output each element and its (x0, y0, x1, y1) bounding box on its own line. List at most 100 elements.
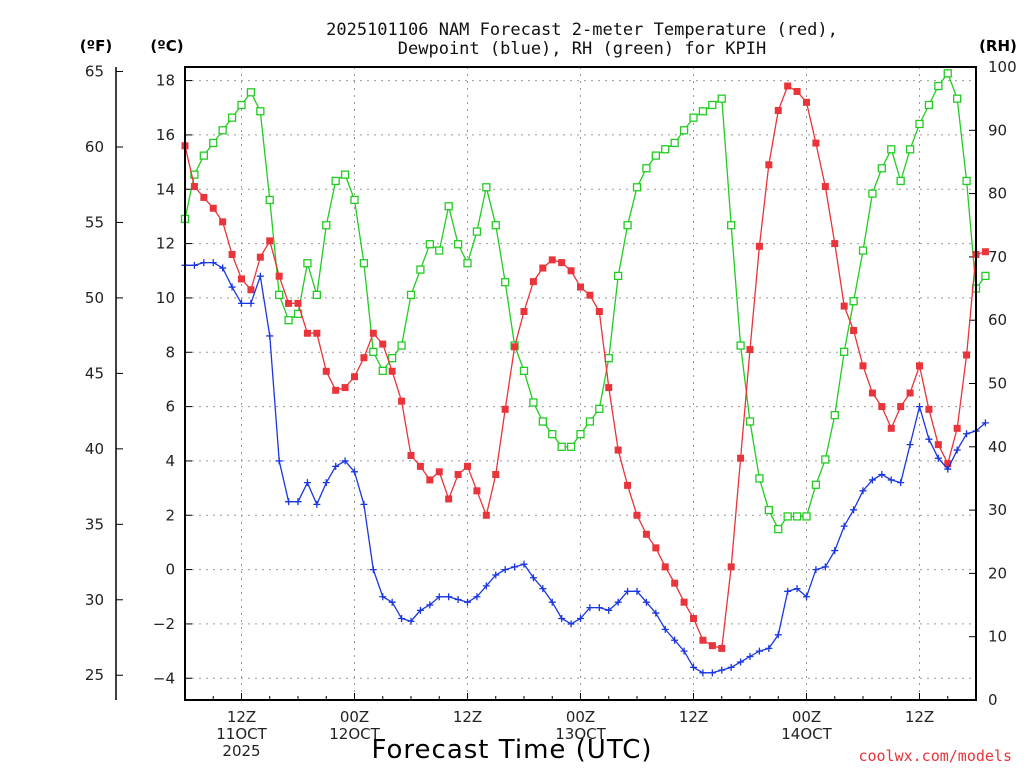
data-point (511, 563, 519, 571)
data-point (868, 389, 876, 397)
data-point (774, 106, 782, 114)
data-point (209, 259, 217, 267)
data-point (360, 354, 368, 362)
data-point (266, 332, 274, 340)
data-point (803, 98, 810, 106)
data-point (464, 598, 471, 606)
data-point (577, 614, 584, 622)
fahrenheit-tick-label: 50 (85, 289, 104, 307)
rh-tick-label: 80 (988, 185, 1007, 203)
data-point (351, 373, 358, 381)
data-point (435, 593, 443, 601)
data-point (331, 176, 340, 186)
chart-title-line2: Dewpoint (blue), RH (green) for KPIH (398, 39, 766, 59)
data-point (859, 487, 867, 495)
data-point (953, 94, 962, 103)
data-point (605, 606, 613, 614)
celsius-tick-label: 10 (156, 289, 175, 307)
rh-tick-label: 50 (988, 375, 1007, 393)
series-line (184, 71, 986, 531)
data-point (661, 145, 670, 154)
data-point (312, 290, 321, 300)
data-point (209, 204, 217, 212)
data-point (492, 571, 500, 579)
data-point (303, 329, 311, 337)
data-point (303, 479, 311, 487)
data-point (576, 429, 585, 439)
data-point (784, 587, 792, 595)
fahrenheit-tick-label: 25 (85, 666, 104, 684)
data-point (906, 389, 914, 397)
data-point (727, 663, 735, 671)
data-point (359, 259, 369, 268)
data-point (830, 410, 839, 420)
data-point (294, 498, 302, 506)
data-point (566, 442, 576, 451)
data-point (840, 347, 849, 357)
rh-unit-label: (RH) (979, 37, 1017, 55)
data-point (934, 81, 943, 91)
data-point (887, 476, 895, 484)
data-point (275, 272, 283, 280)
data-point (642, 164, 651, 173)
data-point (416, 265, 425, 274)
data-point (811, 480, 821, 489)
rh-axis: 0 10 20 30 40 50 60 70 80 90 100 (969, 58, 1017, 709)
data-point (463, 259, 472, 268)
fahrenheit-tick-label: 35 (85, 515, 104, 533)
data-point (821, 183, 829, 191)
celsius-tick-label: 16 (156, 126, 175, 144)
fahrenheit-tick-label: 30 (85, 591, 104, 609)
data-point (369, 329, 377, 337)
data-point (567, 267, 575, 275)
data-point (642, 598, 650, 606)
data-point (199, 151, 208, 160)
data-point (406, 290, 416, 300)
data-point (614, 271, 623, 281)
data-point (840, 302, 848, 310)
data-point (746, 346, 754, 354)
series-rh (180, 69, 990, 534)
data-point (472, 227, 482, 236)
rh-tick-label: 40 (988, 438, 1007, 456)
data-point (520, 308, 528, 316)
data-point (981, 419, 989, 427)
data-point (209, 138, 218, 148)
data-point (661, 563, 669, 571)
data-point (322, 479, 330, 487)
data-point (445, 495, 453, 503)
data-point (717, 94, 726, 103)
data-point (793, 87, 801, 95)
data-point (905, 145, 915, 154)
data-point (313, 500, 321, 508)
data-point (793, 585, 801, 593)
data-point (746, 653, 754, 661)
data-point (275, 290, 284, 300)
data-point (736, 341, 745, 350)
data-point (925, 435, 933, 443)
data-point (519, 366, 529, 375)
data-point (708, 642, 716, 650)
data-point (708, 100, 717, 110)
data-point (218, 126, 227, 135)
data-point (981, 271, 990, 281)
data-point (953, 424, 961, 432)
fahrenheit-unit-label: (ºF) (80, 37, 112, 55)
data-point (877, 164, 886, 173)
data-point (454, 471, 462, 479)
data-point (858, 246, 868, 255)
celsius-tick-label: 0 (165, 561, 175, 579)
data-point (614, 446, 622, 454)
data-point (624, 587, 632, 595)
data-point (690, 614, 697, 622)
data-point (332, 386, 340, 394)
celsius-unit-label: (ºC) (150, 37, 183, 55)
rh-tick-label: 100 (988, 58, 1017, 76)
data-point (831, 547, 839, 555)
rh-tick-label: 70 (988, 248, 1007, 266)
data-point (501, 278, 510, 287)
data-point (727, 221, 736, 230)
data-point (416, 462, 424, 470)
data-point (624, 481, 632, 489)
data-point (219, 218, 227, 226)
